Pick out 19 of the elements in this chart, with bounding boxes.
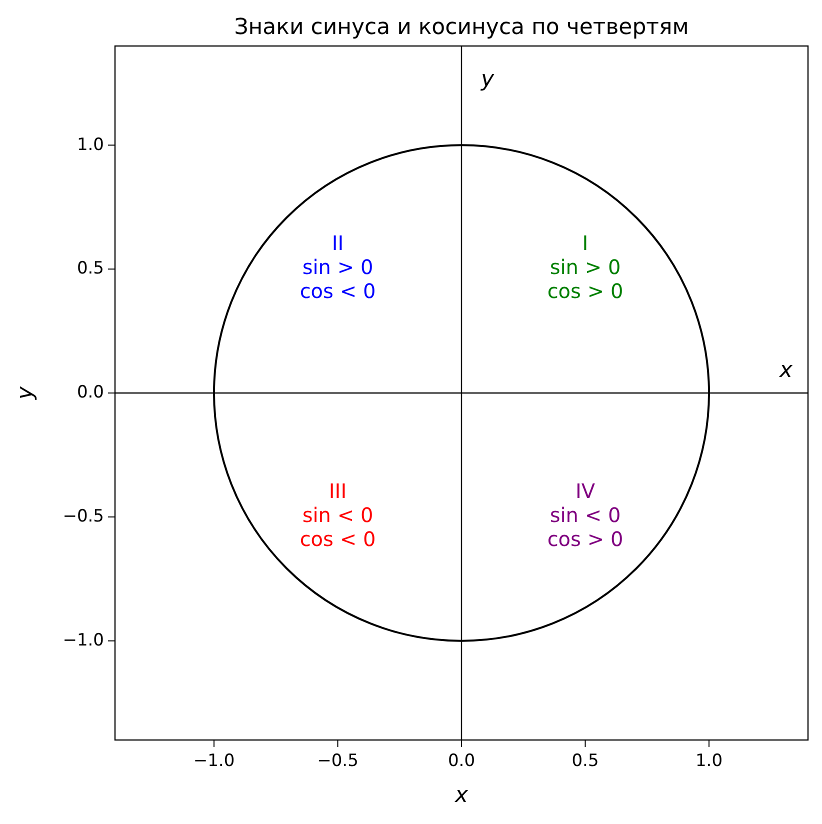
x-tick-label: 1.0	[695, 751, 723, 771]
annotation: II sin > 0 cos < 0	[300, 232, 376, 304]
y-tick-label: 0.5	[76, 258, 104, 279]
annotation: IV sin < 0 cos > 0	[547, 479, 624, 552]
x-tick-label: −0.5	[317, 751, 358, 771]
x-tick-label: −1.0	[193, 751, 235, 771]
x-tick-label: 0.5	[572, 751, 599, 771]
x-tick-label: 0.0	[448, 751, 476, 771]
y-tick-label: 0.0	[76, 382, 104, 403]
y-tick-label: −0.5	[62, 506, 104, 527]
y-tick-label: −1.0	[62, 630, 104, 651]
ref-line-label: x	[778, 358, 794, 383]
y-axis-title: y	[13, 386, 38, 401]
x-axis-title: x	[454, 783, 469, 808]
annotation: I sin > 0 cos > 0	[547, 232, 624, 304]
chart-title: Знаки синуса и косинуса по четвертям	[234, 15, 689, 40]
ref-line-label: y	[480, 67, 495, 92]
y-tick-label: 1.0	[76, 134, 104, 155]
annotation: III sin < 0 cos < 0	[300, 479, 376, 552]
